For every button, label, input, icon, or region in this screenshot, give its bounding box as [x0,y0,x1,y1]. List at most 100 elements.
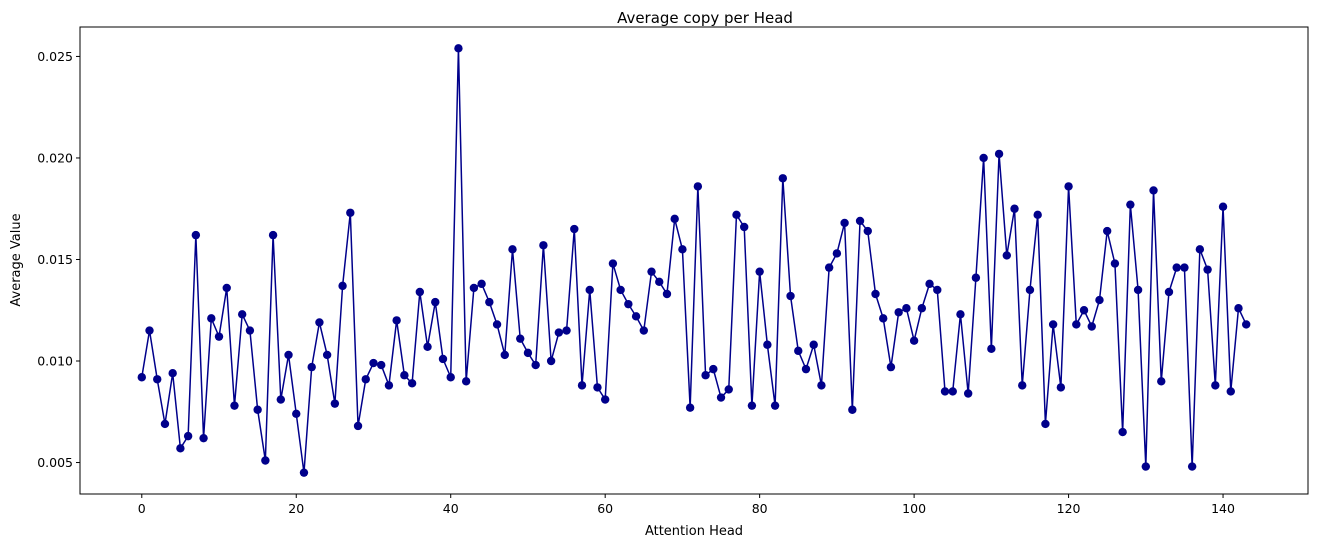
data-point-head-28 [354,422,362,430]
data-point-head-5 [176,444,184,452]
data-point-head-29 [362,375,370,383]
data-point-head-97 [887,363,895,371]
data-point-head-102 [925,280,933,288]
data-point-head-74 [709,365,717,373]
data-point-head-121 [1072,320,1080,328]
y-tick-label: 0.015 [37,252,73,267]
data-point-head-107 [964,389,972,397]
data-point-head-20 [292,410,300,418]
data-point-head-31 [377,361,385,369]
data-point-head-92 [848,406,856,414]
data-point-head-89 [825,263,833,271]
data-point-head-9 [207,314,215,322]
data-point-head-40 [447,373,455,381]
data-point-head-63 [624,300,632,308]
x-tick-label: 100 [902,501,926,516]
data-point-head-110 [987,345,995,353]
data-point-head-128 [1126,200,1134,208]
data-point-head-16 [261,456,269,464]
data-point-head-79 [748,401,756,409]
data-point-head-100 [910,337,918,345]
data-point-head-77 [732,211,740,219]
data-point-head-90 [833,249,841,257]
data-point-head-17 [269,231,277,239]
data-point-head-37 [423,343,431,351]
series-group [138,44,1251,477]
data-point-head-53 [547,357,555,365]
plot-area-frame [80,27,1308,494]
x-tick-label: 20 [288,501,304,516]
data-point-head-126 [1111,259,1119,267]
data-point-head-57 [578,381,586,389]
x-tick-label: 120 [1057,501,1081,516]
data-point-head-109 [979,154,987,162]
data-point-head-70 [678,245,686,253]
data-point-head-76 [725,385,733,393]
data-point-head-132 [1157,377,1165,385]
data-point-head-119 [1057,383,1065,391]
data-point-head-125 [1103,227,1111,235]
data-point-head-118 [1049,320,1057,328]
chart-title: Average copy per Head [617,9,793,27]
data-point-head-55 [562,326,570,334]
data-point-head-88 [817,381,825,389]
data-point-head-54 [555,328,563,336]
x-axis-label: Attention Head [645,524,743,539]
data-point-head-105 [949,387,957,395]
data-point-head-19 [284,351,292,359]
data-point-head-46 [493,320,501,328]
data-point-head-56 [570,225,578,233]
data-point-head-39 [439,355,447,363]
data-point-head-73 [701,371,709,379]
data-point-head-103 [933,286,941,294]
data-point-head-68 [663,290,671,298]
data-point-head-114 [1018,381,1026,389]
data-point-head-27 [346,209,354,217]
x-tick-label: 140 [1211,501,1235,516]
data-point-head-140 [1219,202,1227,210]
data-point-head-116 [1033,211,1041,219]
y-tick-label: 0.025 [37,49,73,64]
data-point-head-80 [755,267,763,275]
data-point-head-14 [246,326,254,334]
data-point-head-48 [508,245,516,253]
data-point-head-134 [1173,263,1181,271]
data-point-head-72 [694,182,702,190]
data-point-head-123 [1088,322,1096,330]
data-point-head-95 [871,290,879,298]
data-point-head-10 [215,332,223,340]
data-point-head-41 [454,44,462,52]
data-point-head-32 [385,381,393,389]
data-point-head-120 [1064,182,1072,190]
data-point-head-65 [640,326,648,334]
x-tick-label: 40 [443,501,459,516]
data-point-head-117 [1041,420,1049,428]
data-point-head-133 [1165,288,1173,296]
data-point-head-81 [763,341,771,349]
data-point-head-122 [1080,306,1088,314]
data-point-head-84 [786,292,794,300]
x-tick-label: 60 [597,501,613,516]
data-point-head-99 [902,304,910,312]
data-point-head-66 [647,267,655,275]
data-point-head-94 [864,227,872,235]
data-point-head-143 [1242,320,1250,328]
data-point-head-0 [138,373,146,381]
data-point-head-59 [593,383,601,391]
data-point-head-21 [300,468,308,476]
y-tick-label: 0.005 [37,455,73,470]
data-point-head-139 [1211,381,1219,389]
data-point-head-45 [485,298,493,306]
data-point-head-18 [277,395,285,403]
data-point-head-24 [323,351,331,359]
x-tick-label: 80 [752,501,768,516]
y-tick-label: 0.020 [37,150,73,165]
data-point-head-85 [794,347,802,355]
data-point-head-64 [632,312,640,320]
y-axis-label: Average Value [9,213,24,306]
data-point-head-38 [431,298,439,306]
data-point-head-22 [308,363,316,371]
data-point-head-36 [416,288,424,296]
data-point-head-112 [1003,251,1011,259]
